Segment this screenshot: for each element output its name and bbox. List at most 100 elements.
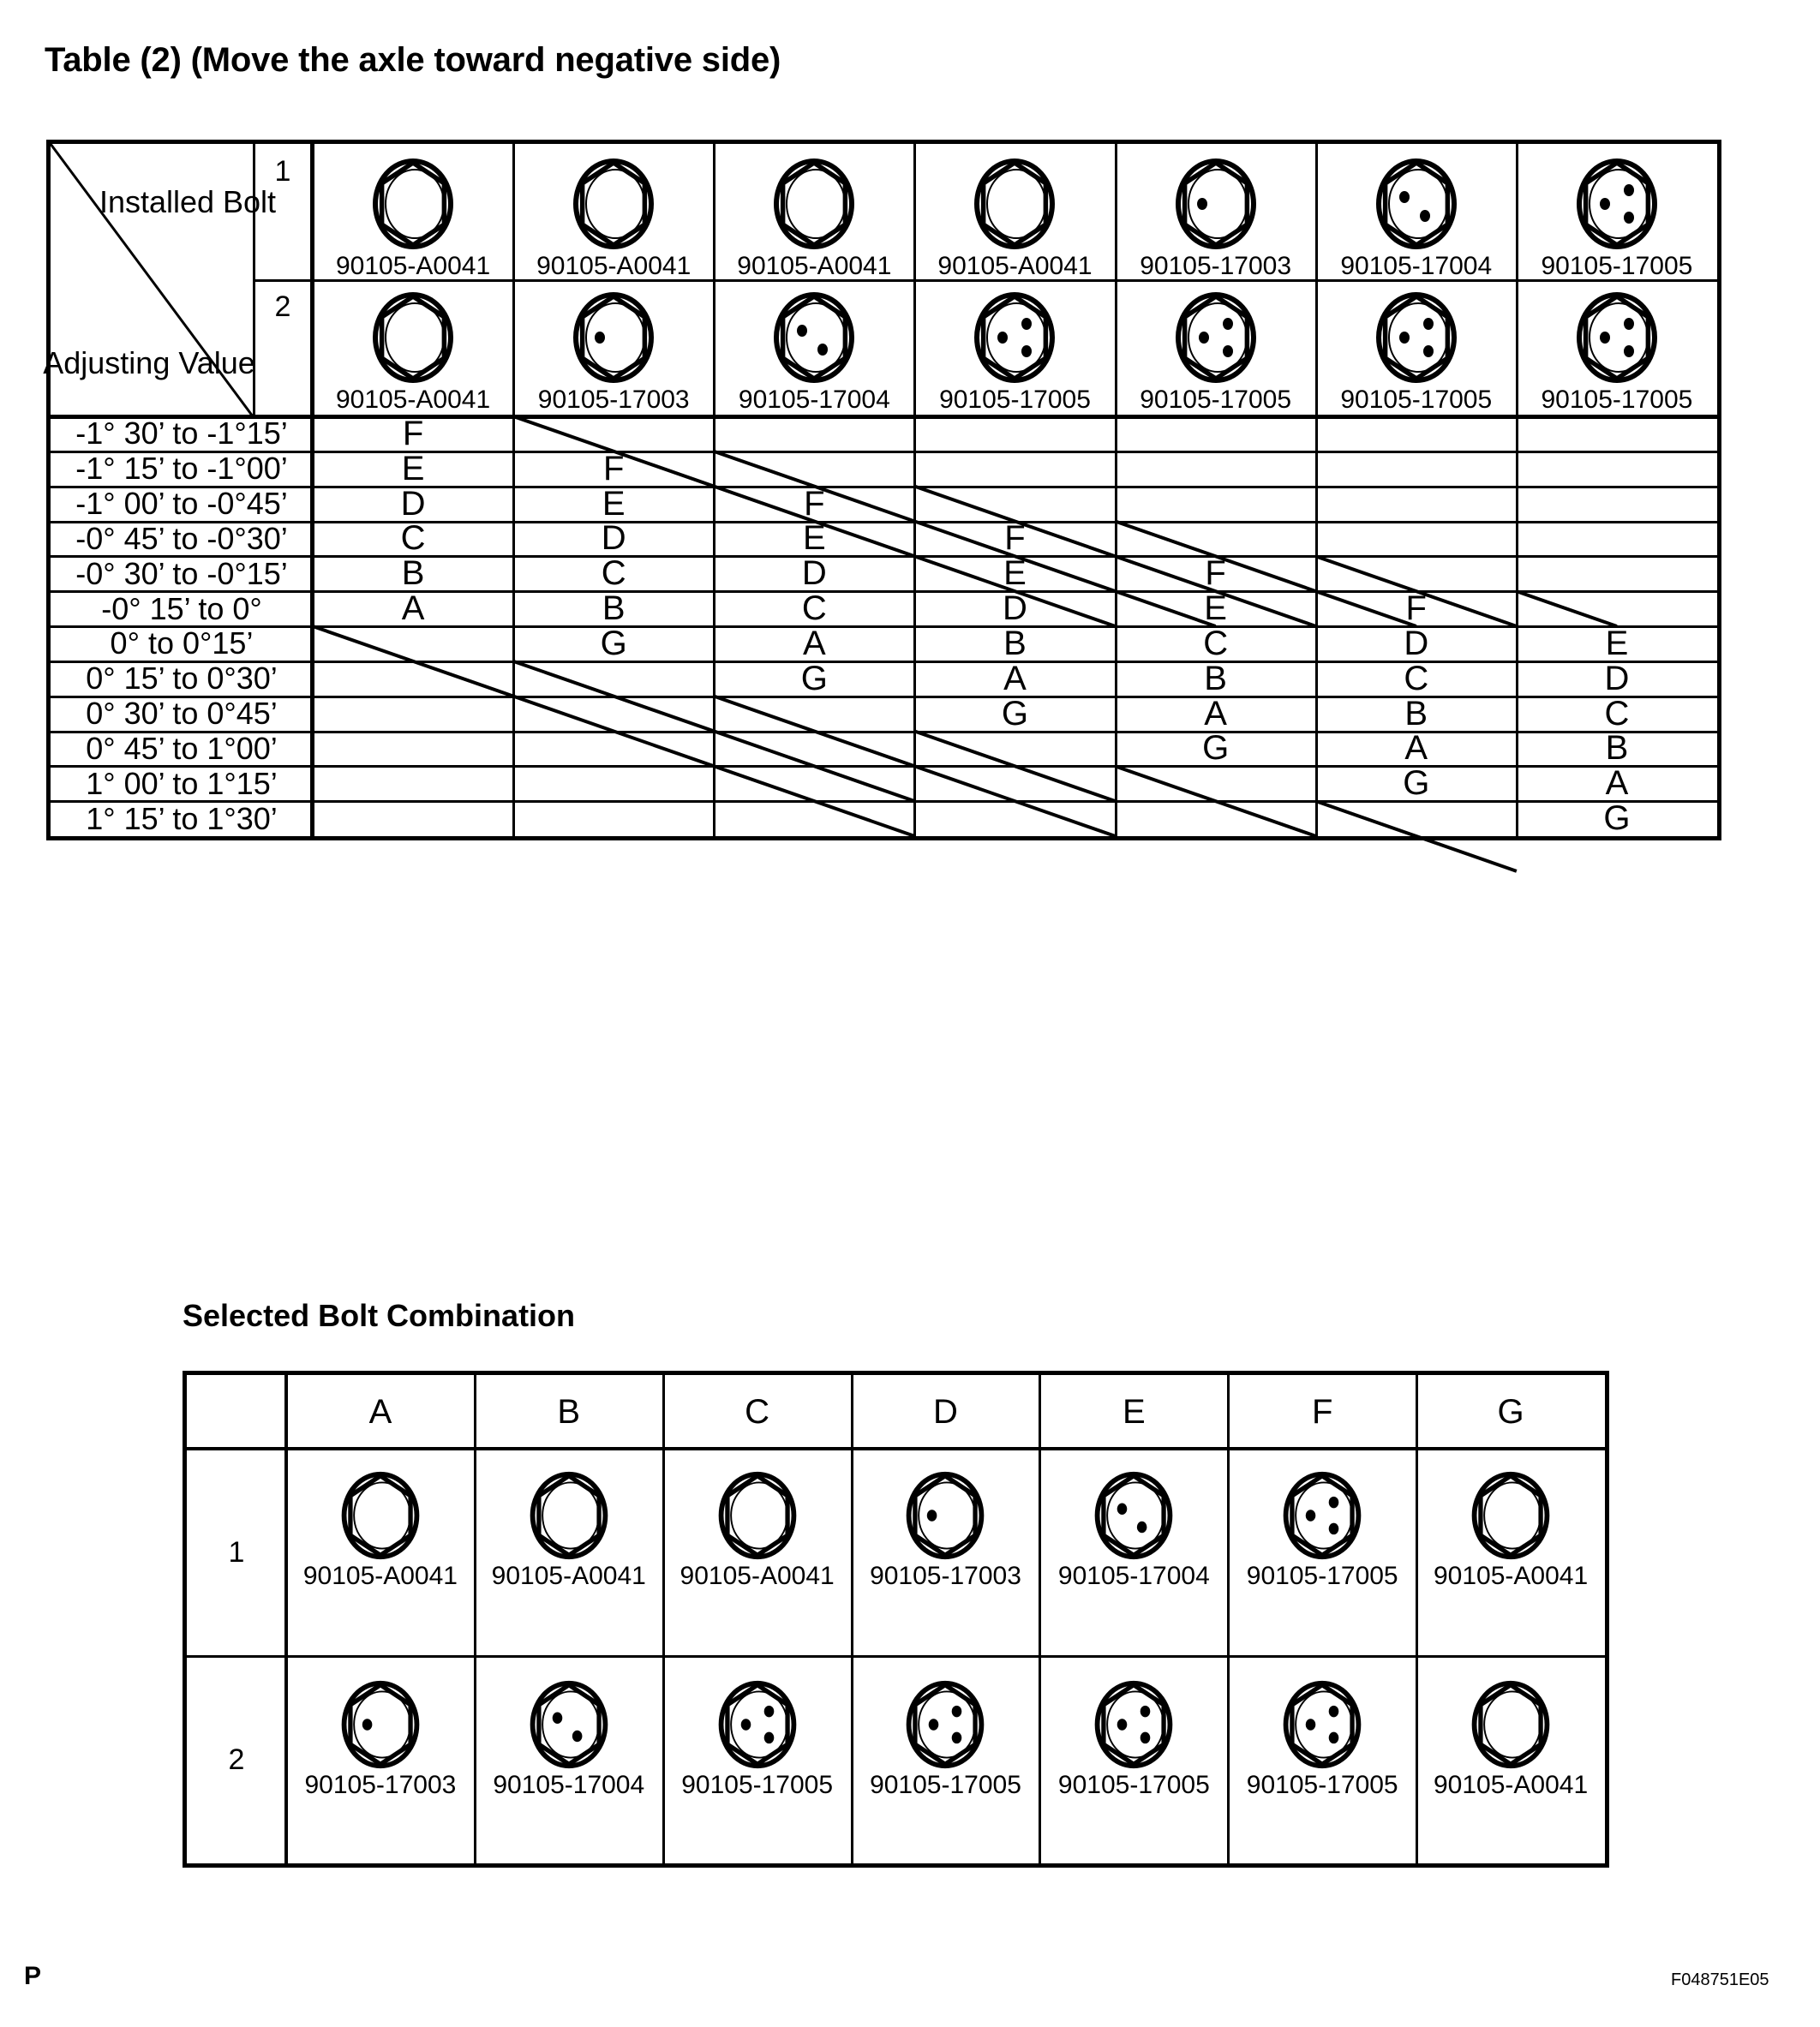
bolt-part-number: 90105-17005 (1246, 1771, 1398, 1799)
installed-bolt-label: Installed Bolt (99, 184, 277, 219)
matrix-cell-value: G (1202, 729, 1230, 768)
bolt-part-number: 90105-17004 (1340, 252, 1493, 280)
bolt-head-icon (768, 290, 860, 386)
matrix-cell-value: C (1604, 694, 1630, 732)
matrix-cell-value: F (602, 449, 625, 487)
bolt-head-icon (968, 290, 1061, 386)
sbc-bolt-1-cell: 90105-A0041 (1416, 1462, 1605, 1656)
adjusting-value-label: Adjusting Value (43, 345, 255, 380)
hrule-row-10 (51, 765, 1717, 768)
bolt-head-icon (1466, 1469, 1555, 1562)
bolt-head-icon (768, 156, 860, 252)
sbc-bolt-2-cell: 90105-17005 (1228, 1671, 1416, 1863)
bolt-head-icon (901, 1469, 990, 1562)
bolt-part-number: 90105-17003 (304, 1771, 457, 1799)
bolt-part-number: 90105-A0041 (737, 252, 892, 280)
bolt-part-number: 90105-17004 (738, 386, 890, 414)
bolt-head-icon (524, 1678, 614, 1771)
matrix-cell-value: B (1204, 659, 1227, 697)
bolt-part-number: 90105-17005 (681, 1771, 834, 1799)
sbc-column-header-E: E (1123, 1392, 1146, 1431)
matrix-cell-value: E (401, 449, 425, 487)
bolt-part-number: 90105-17005 (870, 1771, 1021, 1799)
installed-bolt-2-cell: 90105-17005 (1116, 283, 1316, 416)
hrule-row-9 (51, 730, 1717, 733)
bolt-part-number: 90105-17005 (939, 386, 1091, 414)
matrix-cell-value: A (1204, 694, 1227, 732)
sbc-row-number-2: 2 (228, 1743, 245, 1776)
sbc-vrule-4 (1039, 1375, 1042, 1863)
installed-bolt-1-cell: 90105-A0041 (313, 149, 513, 280)
matrix-cell-value: D (1003, 589, 1027, 628)
bolt-head-icon (1466, 1678, 1555, 1771)
bolt-head-icon (968, 156, 1061, 252)
sbc-bolt-2-cell: 90105-17005 (663, 1671, 852, 1863)
matrix-cell-value: F (1004, 519, 1026, 558)
angle-range-label: 1° 00’ to 1°15’ (86, 765, 278, 801)
bolt-part-number: 90105-17004 (1057, 1562, 1210, 1590)
matrix-cell-value: D (801, 554, 827, 593)
sbc-bolt-1-cell: 90105-A0041 (663, 1462, 852, 1656)
bolt-head-icon (1089, 1469, 1178, 1562)
bolt-part-number: 90105-17004 (493, 1771, 645, 1799)
sbc-vrule-3 (850, 1375, 853, 1863)
bolt-row-number-2: 2 (274, 290, 291, 323)
sbc-column-header-D: D (933, 1392, 958, 1431)
hrule-row-3 (51, 520, 1717, 523)
angle-range-label: -1° 15’ to -1°00’ (75, 451, 288, 487)
matrix-cell-value: A (1003, 659, 1027, 697)
matrix-cell-value: C (601, 554, 626, 593)
matrix-cell-value: G (1603, 799, 1631, 838)
bolt-head-icon (1170, 290, 1262, 386)
installed-bolt-1-cell: 90105-A0041 (513, 149, 714, 280)
footer-page-marker: P (24, 1962, 42, 1990)
installed-bolt-2-cell: 90105-A0041 (313, 283, 513, 416)
bolt-head-icon (1089, 1678, 1178, 1771)
sbc-vrule-6 (1416, 1375, 1419, 1863)
bolt-head-icon (367, 156, 459, 252)
bolt-part-number: 90105-17005 (1057, 1771, 1210, 1799)
hrule-row-11 (51, 800, 1717, 804)
sbc-vrule-num (284, 1375, 288, 1863)
vrule-num-cols (310, 144, 314, 836)
matrix-cell-value: G (1001, 694, 1029, 732)
sbc-hrule-header (187, 1447, 1605, 1450)
sbc-bolt-2-cell: 90105-17004 (475, 1671, 663, 1863)
bolt-row-number-1: 1 (274, 154, 291, 188)
bolt-head-icon (567, 156, 660, 252)
bolt-part-number: 90105-A0041 (1433, 1562, 1589, 1590)
bolt-head-icon (1370, 290, 1463, 386)
matrix-cell-value: C (1404, 659, 1429, 697)
matrix-cell-value: E (1605, 624, 1629, 662)
matrix-cell-value: B (401, 554, 425, 593)
sbc-hrule-rows (187, 1655, 1605, 1658)
sbc-row-number-1: 1 (228, 1535, 245, 1569)
matrix-cell-value: B (1003, 624, 1027, 662)
sbc-column-header-F: F (1311, 1392, 1333, 1431)
matrix-cell-value: F (402, 414, 424, 452)
bolt-head-icon (1571, 156, 1663, 252)
matrix-cell-value: F (1405, 589, 1427, 628)
page-title: Table (2) (Move the axle toward negative… (45, 41, 781, 79)
matrix-cell-value: F (804, 484, 825, 523)
footer-figure-code: F048751E05 (1671, 1970, 1769, 1989)
bolt-head-icon (336, 1678, 425, 1771)
vrule-col-6 (1515, 144, 1518, 836)
bolt-head-icon (524, 1469, 614, 1562)
matrix-cell-value: D (1404, 624, 1429, 662)
bolt-part-number: 90105-A0041 (536, 252, 691, 280)
bolt-part-number: 90105-A0041 (335, 386, 491, 414)
matrix-cell-value: A (1605, 764, 1629, 803)
angle-range-label: 1° 15’ to 1°30’ (86, 800, 278, 836)
bolt-part-number: 90105-A0041 (491, 1562, 646, 1590)
sbc-bolt-1-cell: 90105-17003 (852, 1462, 1040, 1656)
hrule-header-body (51, 415, 1717, 419)
installed-bolt-2-cell: 90105-17005 (1517, 283, 1717, 416)
matrix-cell-value: A (401, 589, 425, 628)
matrix-cell-value: F (1205, 554, 1226, 593)
angle-range-label: 0° 15’ to 0°30’ (86, 661, 278, 697)
hrule-row-6 (51, 625, 1717, 628)
matrix-cell-value: A (803, 624, 826, 662)
sbc-bolt-2-cell: 90105-17005 (852, 1671, 1040, 1863)
